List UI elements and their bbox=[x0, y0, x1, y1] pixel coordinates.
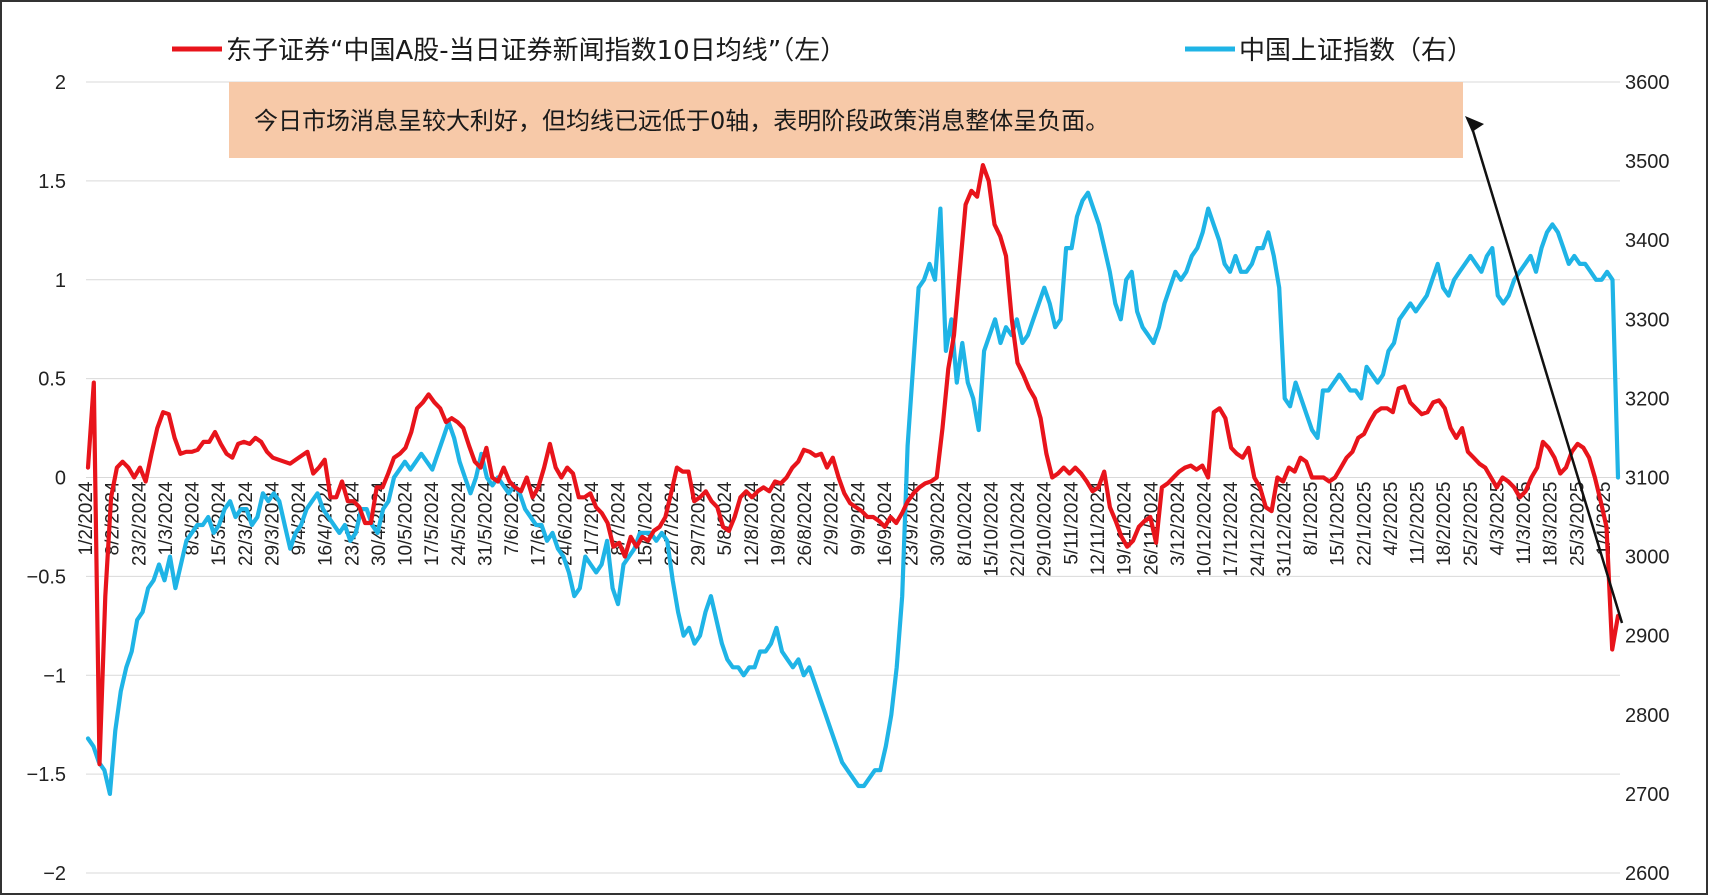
right-axis-tick-label: 2600 bbox=[1625, 863, 1670, 885]
x-axis-tick-label: 2/9/2024 bbox=[822, 481, 843, 555]
x-axis-tick-label: 1/3/2024 bbox=[156, 481, 177, 555]
left-axis-tick-label: −1 bbox=[43, 665, 66, 687]
left-axis-tick-label: −2 bbox=[43, 863, 66, 885]
x-axis-tick-label: 25/3/2025 bbox=[1567, 482, 1588, 567]
x-axis-tick-label: 24/5/2024 bbox=[449, 481, 470, 566]
x-axis-tick-label: 11/3/2025 bbox=[1514, 482, 1535, 565]
x-axis-tick-label: 15/10/2024 bbox=[981, 481, 1002, 577]
annotation-box bbox=[229, 82, 1463, 158]
left-axis-ticks: 2 1.5 1 0.5 0 −0.5 −1 −1.5 −2 bbox=[27, 72, 66, 885]
x-axis-tick-label: 26/8/2024 bbox=[795, 481, 816, 566]
legend-label-right-series: 中国上证指数（右） bbox=[1239, 36, 1473, 66]
x-axis-tick-label: 18/3/2025 bbox=[1541, 482, 1562, 567]
x-axis-tick-label: 31/5/2024 bbox=[475, 481, 496, 566]
left-axis-tick-label: 2 bbox=[55, 72, 66, 94]
x-axis-tick-label: 17/12/2024 bbox=[1221, 481, 1242, 577]
right-axis-tick-label: 2900 bbox=[1625, 626, 1670, 648]
right-axis-tick-label: 3200 bbox=[1625, 388, 1670, 410]
x-axis-tick-label: 5/8/2024 bbox=[715, 481, 736, 555]
x-axis-tick-label: 10/5/2024 bbox=[396, 481, 417, 566]
right-axis-tick-label: 3600 bbox=[1625, 72, 1670, 94]
x-axis-tick-label: 22/1/2025 bbox=[1354, 482, 1375, 567]
right-axis-ticks: 3600 3500 3400 3300 3200 3100 3000 2900 2800 2700… bbox=[1625, 72, 1670, 885]
right-axis-tick-label: 3400 bbox=[1625, 230, 1670, 252]
x-axis-tick-label: 3/12/2024 bbox=[1168, 481, 1189, 566]
left-axis-tick-label: 1 bbox=[55, 270, 66, 292]
x-axis-tick-label: 19/11/2024 bbox=[1115, 481, 1136, 575]
right-axis-tick-label: 3500 bbox=[1625, 151, 1670, 173]
x-axis-tick-label: 29/10/2024 bbox=[1035, 481, 1056, 577]
right-axis-tick-label: 2800 bbox=[1625, 705, 1670, 727]
x-axis-tick-label: 11/2/2025 bbox=[1408, 482, 1429, 565]
annotation-text: 今日市场消息呈较大利好，但均线已远低于0轴，表明阶段政策消息整体呈负面。 bbox=[254, 107, 1109, 135]
series-line-news-index bbox=[85, 163, 1621, 767]
left-axis-tick-label: 0 bbox=[55, 468, 66, 490]
left-axis-tick-label: −0.5 bbox=[27, 566, 66, 588]
right-axis-tick-label: 3100 bbox=[1625, 468, 1670, 490]
x-axis-tick-label: 19/8/2024 bbox=[768, 481, 789, 566]
x-axis-tick-label: 23/2/2024 bbox=[129, 481, 150, 566]
x-axis-tick-label: 9/9/2024 bbox=[848, 481, 869, 555]
x-axis-tick-label: 1/2/2024 bbox=[76, 481, 97, 555]
x-axis-tick-label: 18/2/2025 bbox=[1434, 482, 1455, 567]
right-axis-tick-label: 3000 bbox=[1625, 547, 1670, 569]
x-axis-tick-label: 15/7/2024 bbox=[635, 481, 656, 566]
x-axis-tick-label: 12/8/2024 bbox=[742, 481, 763, 566]
x-axis-tick-label: 1/7/2024 bbox=[582, 481, 603, 555]
x-axis-tick-label: 8/1/2025 bbox=[1301, 482, 1322, 556]
x-axis-tick-label: 17/5/2024 bbox=[422, 481, 443, 566]
left-axis-tick-label: 1.5 bbox=[38, 171, 66, 193]
x-axis-tick-label: 25/2/2025 bbox=[1461, 482, 1482, 567]
x-axis-tick-label: 10/12/2024 bbox=[1195, 481, 1216, 577]
x-axis-tick-label: 7/6/2024 bbox=[502, 481, 523, 555]
x-axis-tick-label: 24/6/2024 bbox=[555, 481, 576, 566]
left-axis-tick-label: −1.5 bbox=[27, 764, 66, 786]
x-axis-tick-label: 31/12/2024 bbox=[1274, 481, 1295, 577]
x-axis-tick-label: 24/12/2024 bbox=[1248, 481, 1269, 577]
right-axis-tick-label: 3300 bbox=[1625, 309, 1670, 331]
left-axis-tick-label: 0.5 bbox=[38, 369, 66, 391]
x-axis-tick-label: 15/1/2025 bbox=[1328, 482, 1349, 567]
series-layer bbox=[85, 163, 1621, 797]
x-axis-tick-label: 4/2/2025 bbox=[1381, 482, 1402, 556]
x-axis-tick-label: 8/7/2024 bbox=[609, 481, 630, 555]
x-axis-tick-label: 5/11/2024 bbox=[1061, 481, 1082, 565]
right-axis-tick-label: 2700 bbox=[1625, 784, 1670, 806]
x-axis-tick-label: 12/11/2024 bbox=[1088, 481, 1109, 575]
legend: 东子证券“中国A股-当日证券新闻指数10日均线”（左） 中国上证指数（右） bbox=[172, 36, 1473, 66]
annotation: 今日市场消息呈较大利好，但均线已远低于0轴，表明阶段政策消息整体呈负面。 bbox=[229, 82, 1624, 624]
legend-label-left-series: 东子证券“中国A股-当日证券新闻指数10日均线”（左） bbox=[226, 36, 846, 66]
x-axis-tick-label: 4/3/2025 bbox=[1487, 482, 1508, 556]
annotation-arrow bbox=[1468, 120, 1624, 624]
series-line-shanghai-index bbox=[85, 190, 1621, 797]
x-axis-tick-label: 22/10/2024 bbox=[1008, 481, 1029, 577]
x-axis-tick-label: 30/9/2024 bbox=[928, 481, 949, 566]
x-axis-tick-label: 8/10/2024 bbox=[955, 481, 976, 566]
x-axis-tick-label: 22/3/2024 bbox=[236, 481, 257, 566]
annotation-arrowhead bbox=[1465, 116, 1484, 132]
